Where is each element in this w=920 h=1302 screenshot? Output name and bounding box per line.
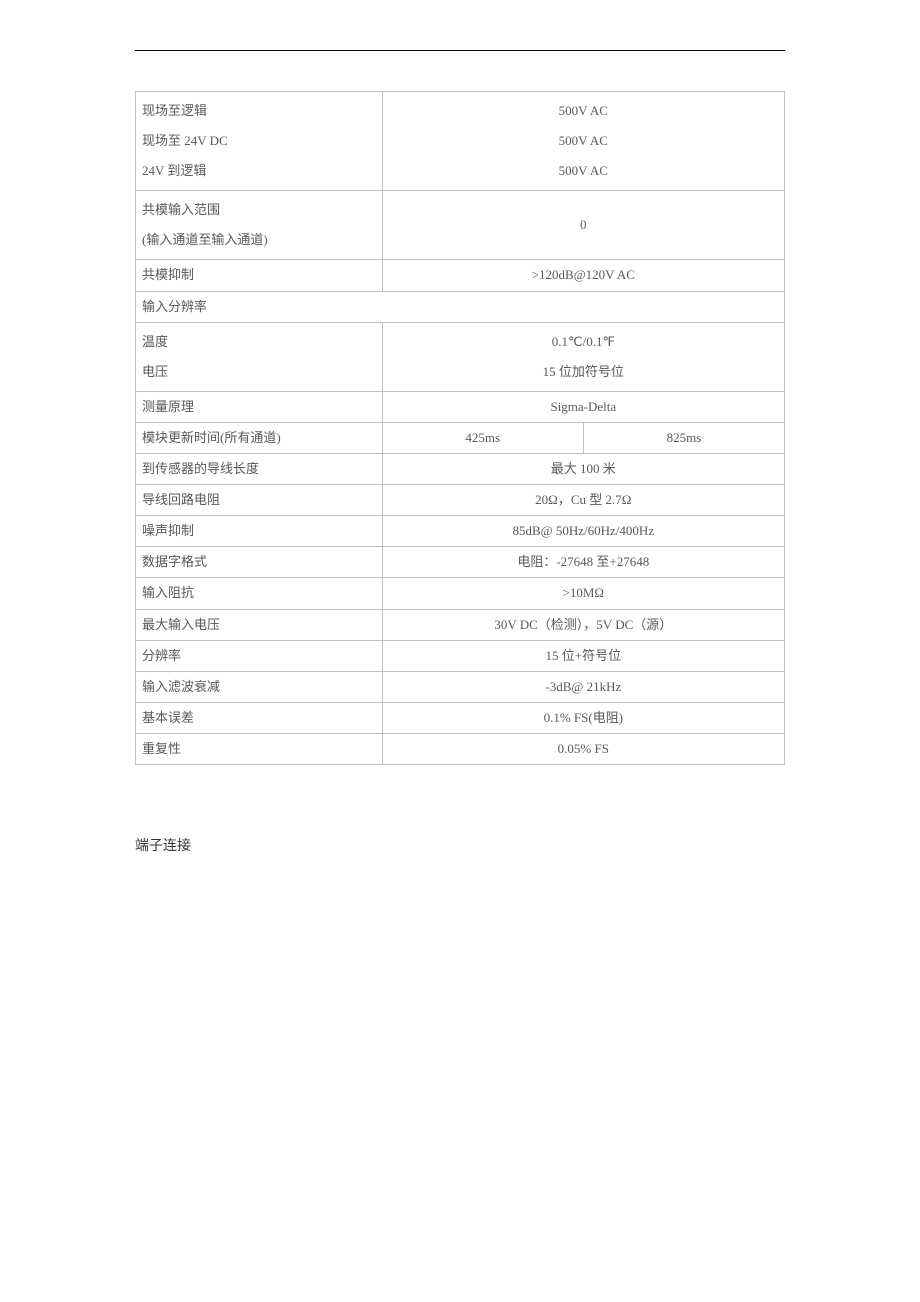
- cell-value: 825ms: [583, 422, 784, 453]
- cell-value: 20Ω，Cu 型 2.7Ω: [382, 485, 784, 516]
- cell-value: 85dB@ 50Hz/60Hz/400Hz: [382, 516, 784, 547]
- cell-value: 0.1% FS(电阻): [382, 702, 784, 733]
- cell-label: 输入阻抗: [136, 578, 383, 609]
- cell-label: 到传感器的导线长度: [136, 454, 383, 485]
- cell-value: 15 位+符号位: [382, 640, 784, 671]
- table-row: 数据字格式 电阻：-27648 至+27648: [136, 547, 785, 578]
- value-text: 500V AC: [389, 126, 778, 156]
- label-text: 温度: [142, 327, 376, 357]
- table-row: 到传感器的导线长度 最大 100 米: [136, 454, 785, 485]
- table-row: 重复性 0.05% FS: [136, 733, 785, 764]
- cell-label: 最大输入电压: [136, 609, 383, 640]
- cell-label: 导线回路电阻: [136, 485, 383, 516]
- label-text: 电压: [142, 357, 376, 387]
- cell-label: 模块更新时间(所有通道): [136, 422, 383, 453]
- section-header-cell: 输入分辨率: [136, 291, 785, 322]
- cell-label: 数据字格式: [136, 547, 383, 578]
- table-row: 输入分辨率: [136, 291, 785, 322]
- cell-label: 基本误差: [136, 702, 383, 733]
- cell-value: 电阻：-27648 至+27648: [382, 547, 784, 578]
- label-text: 24V 到逻辑: [142, 156, 376, 186]
- cell-value: 0.05% FS: [382, 733, 784, 764]
- label-text: 现场至逻辑: [142, 96, 376, 126]
- cell-value: 最大 100 米: [382, 454, 784, 485]
- table-row: 噪声抑制 85dB@ 50Hz/60Hz/400Hz: [136, 516, 785, 547]
- cell-label: 共模抑制: [136, 260, 383, 291]
- table-row: 最大输入电压 30V DC（检测），5V DC（源）: [136, 609, 785, 640]
- cell-label: 重复性: [136, 733, 383, 764]
- cell-value: 0: [382, 191, 784, 260]
- cell-value: Sigma-Delta: [382, 391, 784, 422]
- label-text: (输入通道至输入通道): [142, 225, 376, 255]
- table-row: 模块更新时间(所有通道) 425ms 825ms: [136, 422, 785, 453]
- cell-value: >120dB@120V AC: [382, 260, 784, 291]
- cell-label: 噪声抑制: [136, 516, 383, 547]
- document-page: 现场至逻辑 现场至 24V DC 24V 到逻辑 500V AC 500V AC…: [0, 50, 920, 855]
- cell-value: 0.1℃/0.1℉ 15 位加符号位: [382, 322, 784, 391]
- table-row: 导线回路电阻 20Ω，Cu 型 2.7Ω: [136, 485, 785, 516]
- table-row: 共模抑制 >120dB@120V AC: [136, 260, 785, 291]
- label-text: 共模输入范围: [142, 195, 376, 225]
- spec-table: 现场至逻辑 现场至 24V DC 24V 到逻辑 500V AC 500V AC…: [135, 91, 785, 765]
- table-row: 基本误差 0.1% FS(电阻): [136, 702, 785, 733]
- value-text: 500V AC: [389, 96, 778, 126]
- cell-value: >10MΩ: [382, 578, 784, 609]
- cell-label: 温度 电压: [136, 322, 383, 391]
- cell-label: 分辨率: [136, 640, 383, 671]
- table-row: 共模输入范围 (输入通道至输入通道) 0: [136, 191, 785, 260]
- cell-value: 500V AC 500V AC 500V AC: [382, 92, 784, 191]
- value-text: 0: [580, 217, 587, 232]
- cell-label: 输入滤波衰减: [136, 671, 383, 702]
- table-row: 分辨率 15 位+符号位: [136, 640, 785, 671]
- value-text: 0.1℃/0.1℉: [389, 327, 778, 357]
- value-text: 500V AC: [389, 156, 778, 186]
- value-text: 15 位加符号位: [389, 357, 778, 387]
- header-rule: [135, 50, 785, 51]
- label-text: 现场至 24V DC: [142, 126, 376, 156]
- cell-value: 30V DC（检测），5V DC（源）: [382, 609, 784, 640]
- cell-label: 共模输入范围 (输入通道至输入通道): [136, 191, 383, 260]
- table-row: 输入滤波衰减 -3dB@ 21kHz: [136, 671, 785, 702]
- cell-value: 425ms: [382, 422, 583, 453]
- table-row: 温度 电压 0.1℃/0.1℉ 15 位加符号位: [136, 322, 785, 391]
- table-row: 测量原理 Sigma-Delta: [136, 391, 785, 422]
- table-row: 输入阻抗 >10MΩ: [136, 578, 785, 609]
- section-heading: 端子连接: [135, 835, 785, 855]
- cell-label: 现场至逻辑 现场至 24V DC 24V 到逻辑: [136, 92, 383, 191]
- table-row: 现场至逻辑 现场至 24V DC 24V 到逻辑 500V AC 500V AC…: [136, 92, 785, 191]
- cell-label: 测量原理: [136, 391, 383, 422]
- cell-value: -3dB@ 21kHz: [382, 671, 784, 702]
